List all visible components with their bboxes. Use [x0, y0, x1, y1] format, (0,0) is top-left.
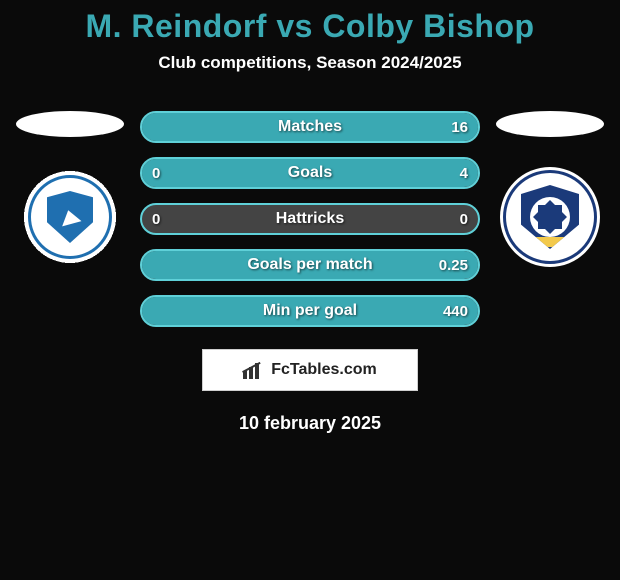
bird-icon	[59, 208, 82, 227]
stat-label: Hattricks	[142, 205, 478, 233]
stat-bar: Min per goal440	[140, 295, 480, 327]
crest-right-inner	[530, 197, 570, 237]
stat-bar: 0Goals4	[140, 157, 480, 189]
crest-left-shield	[47, 191, 93, 243]
crest-right-shield	[521, 185, 579, 249]
crest-left-ring	[28, 175, 112, 259]
stat-label: Min per goal	[142, 297, 478, 325]
stat-value-right: 0	[460, 205, 468, 233]
stat-bars: Matches160Goals40Hattricks0Goals per mat…	[140, 111, 480, 327]
watermark-badge: FcTables.com	[202, 349, 418, 391]
page-title: M. Reindorf vs Colby Bishop	[0, 8, 620, 45]
player-silhouette-left	[16, 111, 124, 137]
stat-value-right: 16	[451, 113, 468, 141]
star-icon	[538, 205, 562, 229]
crescent-icon	[535, 237, 565, 247]
club-crest-right	[500, 167, 600, 267]
bar-chart-icon	[243, 361, 265, 379]
stat-label: Matches	[142, 113, 478, 141]
date-label: 10 february 2025	[0, 413, 620, 434]
stat-bar: Goals per match0.25	[140, 249, 480, 281]
left-column	[10, 111, 130, 267]
stat-label: Goals per match	[142, 251, 478, 279]
stat-value-right: 440	[443, 297, 468, 325]
club-crest-left	[20, 167, 120, 267]
stat-bar: 0Hattricks0	[140, 203, 480, 235]
comparison-infographic: M. Reindorf vs Colby Bishop Club competi…	[0, 0, 620, 434]
subtitle: Club competitions, Season 2024/2025	[0, 53, 620, 73]
stat-label: Goals	[142, 159, 478, 187]
right-column	[490, 111, 610, 267]
stat-bar: Matches16	[140, 111, 480, 143]
crest-right-ring	[503, 170, 597, 264]
stat-value-right: 4	[460, 159, 468, 187]
main-row: Matches160Goals40Hattricks0Goals per mat…	[0, 111, 620, 327]
watermark-text: FcTables.com	[271, 361, 377, 379]
stat-value-right: 0.25	[439, 251, 468, 279]
player-silhouette-right	[496, 111, 604, 137]
